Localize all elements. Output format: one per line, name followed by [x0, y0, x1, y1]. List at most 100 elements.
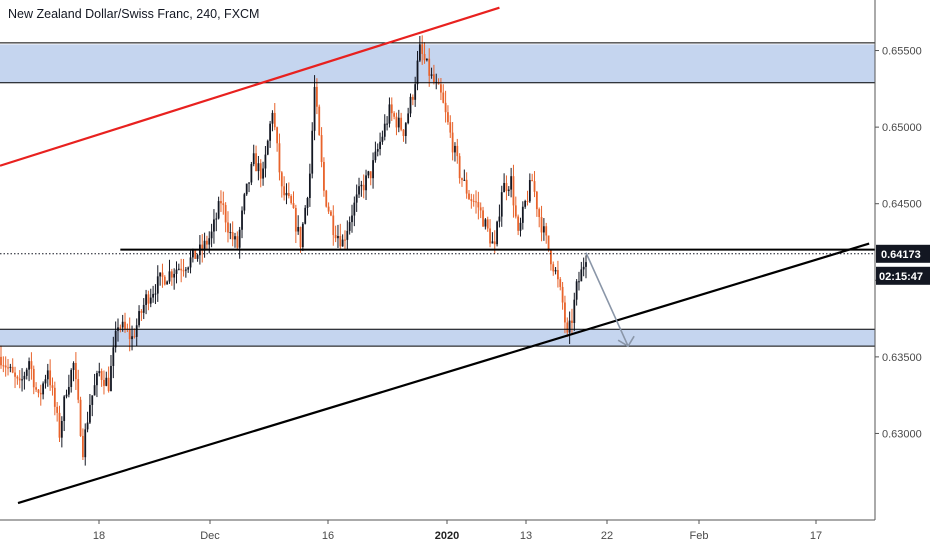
- candle-body: [234, 236, 236, 240]
- candle-body: [147, 294, 150, 304]
- candle-body: [14, 372, 16, 377]
- candle-body: [538, 209, 541, 218]
- candle-body: [573, 299, 576, 323]
- candle-body: [535, 191, 538, 210]
- candle-body: [547, 235, 550, 251]
- candle-body: [133, 336, 136, 338]
- candle-body: [353, 202, 356, 216]
- candle-body: [428, 58, 431, 76]
- candle-body: [250, 164, 253, 183]
- candle-body: [355, 194, 358, 203]
- candle-body: [217, 201, 220, 219]
- candle-body: [447, 112, 449, 123]
- candle-body: [407, 113, 410, 124]
- candle-body: [140, 311, 143, 313]
- candle-body: [58, 412, 61, 438]
- candle-body: [381, 136, 384, 142]
- current-price-label: 0.64173: [881, 249, 921, 261]
- candle-body: [255, 153, 257, 172]
- drawing-layer: [0, 6, 875, 505]
- projection-arrow-head: [617, 335, 635, 348]
- projection-arrow-shaft: [585, 252, 629, 347]
- candle-body: [360, 184, 363, 187]
- candle-body: [184, 269, 187, 271]
- candle-body: [42, 383, 45, 395]
- candle-body: [208, 238, 211, 245]
- time-tick-label: 18: [93, 530, 105, 542]
- time-tick-label: 16: [322, 530, 334, 542]
- candle-body: [30, 361, 33, 369]
- candle-body: [96, 373, 98, 386]
- candle-body: [152, 293, 154, 298]
- candle-body: [323, 161, 325, 191]
- candle-body: [39, 392, 42, 395]
- candle-body: [278, 143, 281, 173]
- candle-body: [63, 396, 66, 421]
- candle-body: [542, 226, 545, 233]
- candle-body: [16, 376, 19, 379]
- candle-body: [156, 276, 159, 294]
- candle-body: [238, 229, 241, 248]
- candle-body: [259, 163, 262, 179]
- candle-body: [166, 281, 169, 285]
- candle-body: [498, 216, 501, 222]
- candle-body: [206, 240, 208, 245]
- candle-body: [44, 379, 47, 384]
- candle-body: [449, 122, 452, 133]
- candle-body: [316, 86, 318, 107]
- candle-body: [461, 178, 463, 180]
- candle-body: [496, 221, 498, 245]
- candle-body: [365, 175, 367, 191]
- candle-body: [514, 205, 517, 217]
- candle-body: [131, 336, 133, 340]
- candle-body: [416, 60, 419, 85]
- candle-body: [320, 135, 323, 162]
- candle-body: [493, 241, 496, 245]
- candle-body: [404, 123, 407, 137]
- candle-body: [456, 145, 459, 157]
- candle-body: [89, 404, 91, 423]
- candle-body: [440, 84, 442, 93]
- countdown-tag: [876, 266, 930, 285]
- candle-body: [475, 201, 477, 203]
- candle-body: [276, 127, 279, 144]
- candle-body: [51, 385, 54, 388]
- candle-body: [11, 366, 14, 373]
- candle-body: [458, 156, 461, 179]
- candle-body: [114, 330, 117, 348]
- candle-body: [145, 294, 147, 305]
- candle-body: [311, 130, 314, 174]
- black-trendline: [17, 242, 870, 505]
- candle-body: [531, 180, 534, 182]
- candle-body: [138, 311, 140, 326]
- candle-body: [390, 104, 393, 114]
- candle-body: [173, 273, 176, 278]
- candle-body: [210, 231, 213, 239]
- candle-body: [337, 235, 339, 239]
- candle-body: [25, 369, 28, 376]
- candle-body: [372, 160, 374, 179]
- candle-body: [227, 222, 229, 233]
- candle-body: [313, 86, 316, 131]
- candle-body: [280, 172, 283, 187]
- candle-body: [521, 206, 524, 223]
- candle-body: [105, 377, 108, 386]
- candle-body: [53, 387, 56, 407]
- candle-body: [388, 104, 391, 124]
- candle-body: [332, 215, 335, 236]
- red-trendline: [0, 6, 500, 167]
- candle-body: [540, 217, 543, 233]
- candle-body: [561, 286, 564, 303]
- time-tick-label: Feb: [690, 530, 709, 542]
- candle-body: [266, 140, 269, 155]
- candle-body: [21, 379, 23, 381]
- candle-body: [376, 149, 379, 152]
- candle-body: [479, 207, 482, 211]
- candle-body: [414, 84, 417, 100]
- chart-title: New Zealand Dollar/Swiss Franc, 240, FXC…: [8, 7, 260, 21]
- price-tick-label: 0.65000: [882, 122, 922, 134]
- candle-body: [557, 270, 559, 280]
- candle-body: [28, 361, 30, 370]
